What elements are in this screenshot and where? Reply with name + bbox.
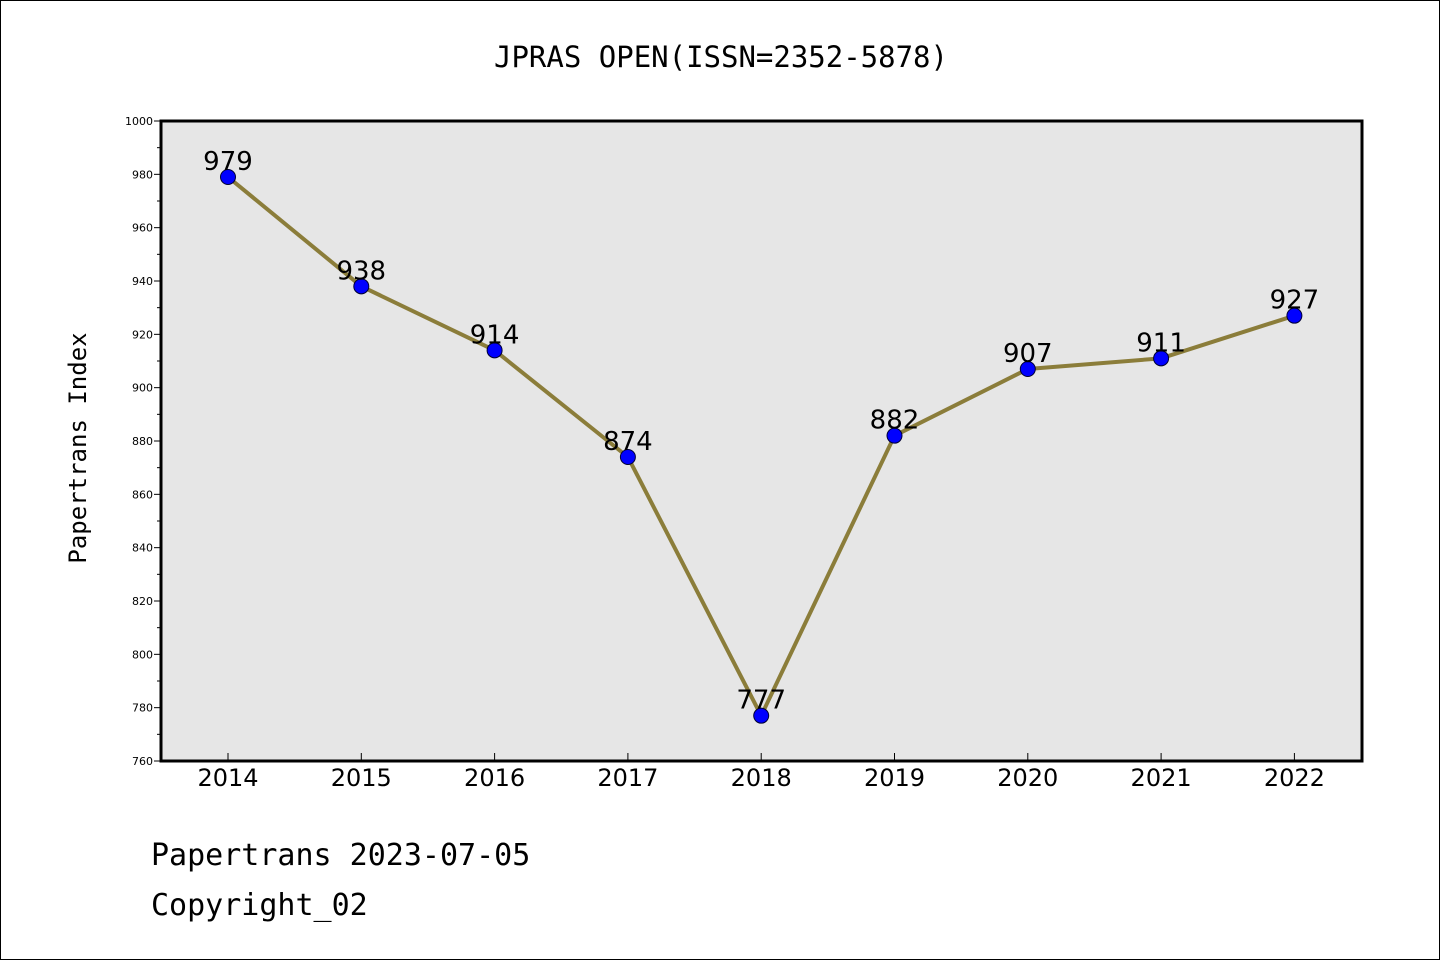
y-axis-label: Papertrans Index	[64, 332, 92, 563]
data-point	[753, 707, 770, 724]
data-point	[220, 169, 236, 185]
data-label: 777	[736, 686, 786, 716]
x-tick-label: 2022	[1264, 764, 1325, 792]
footer-source: Papertrans 2023-07-05	[151, 838, 530, 873]
data-point	[353, 278, 370, 295]
y-tick-label: 900	[132, 382, 153, 395]
y-tick-label: 980	[132, 168, 153, 181]
data-label: 927	[1270, 286, 1320, 316]
chart-title: JPRAS OPEN(ISSN=2352-5878)	[494, 40, 948, 74]
data-label: 938	[336, 256, 386, 286]
y-tick-label: 760	[132, 755, 153, 768]
data-label: 914	[470, 320, 520, 350]
y-tick-label: 920	[132, 328, 153, 341]
x-tick-label: 2020	[997, 764, 1058, 792]
data-label: 882	[870, 406, 920, 436]
data-labels: 979 938 914 874 777 882 907 911 927	[203, 147, 1319, 716]
y-axis: 760 780 800 820 840 860 880 900 920 940 960 980 1000	[125, 115, 161, 768]
y-tick-label: 1000	[125, 115, 153, 128]
data-label: 979	[203, 147, 253, 177]
plot-area	[159, 119, 1364, 763]
data-point	[486, 342, 503, 359]
y-tick-label: 860	[132, 488, 153, 501]
footer-copyright: Copyright_02	[151, 888, 368, 923]
x-tick-label: 2014	[197, 764, 258, 792]
y-tick-label: 840	[132, 542, 153, 555]
y-tick-label: 940	[132, 275, 153, 288]
x-tick-label: 2018	[731, 764, 792, 792]
data-label: 874	[603, 427, 653, 457]
y-tick-label: 960	[132, 222, 153, 235]
data-point	[886, 427, 903, 444]
x-tick-label: 2017	[597, 764, 658, 792]
y-tick-label: 820	[132, 595, 153, 608]
y-tick-label: 780	[132, 702, 153, 715]
series-line-group	[220, 169, 1303, 724]
y-tick-label: 880	[132, 435, 153, 448]
data-point	[1019, 361, 1036, 377]
data-label: 907	[1003, 339, 1053, 369]
data-label: 911	[1136, 328, 1186, 358]
x-tick-label: 2021	[1131, 764, 1192, 792]
x-tick-label: 2015	[331, 764, 392, 792]
data-point	[1153, 350, 1170, 367]
x-tick-label: 2016	[464, 764, 525, 792]
data-point	[619, 449, 636, 465]
x-tick-label: 2019	[864, 764, 925, 792]
data-point	[1286, 307, 1303, 324]
y-tick-label: 800	[132, 648, 153, 661]
x-axis: 2014 2015 2016 2017 2018 2019 2020 2021 2022	[197, 753, 1325, 792]
